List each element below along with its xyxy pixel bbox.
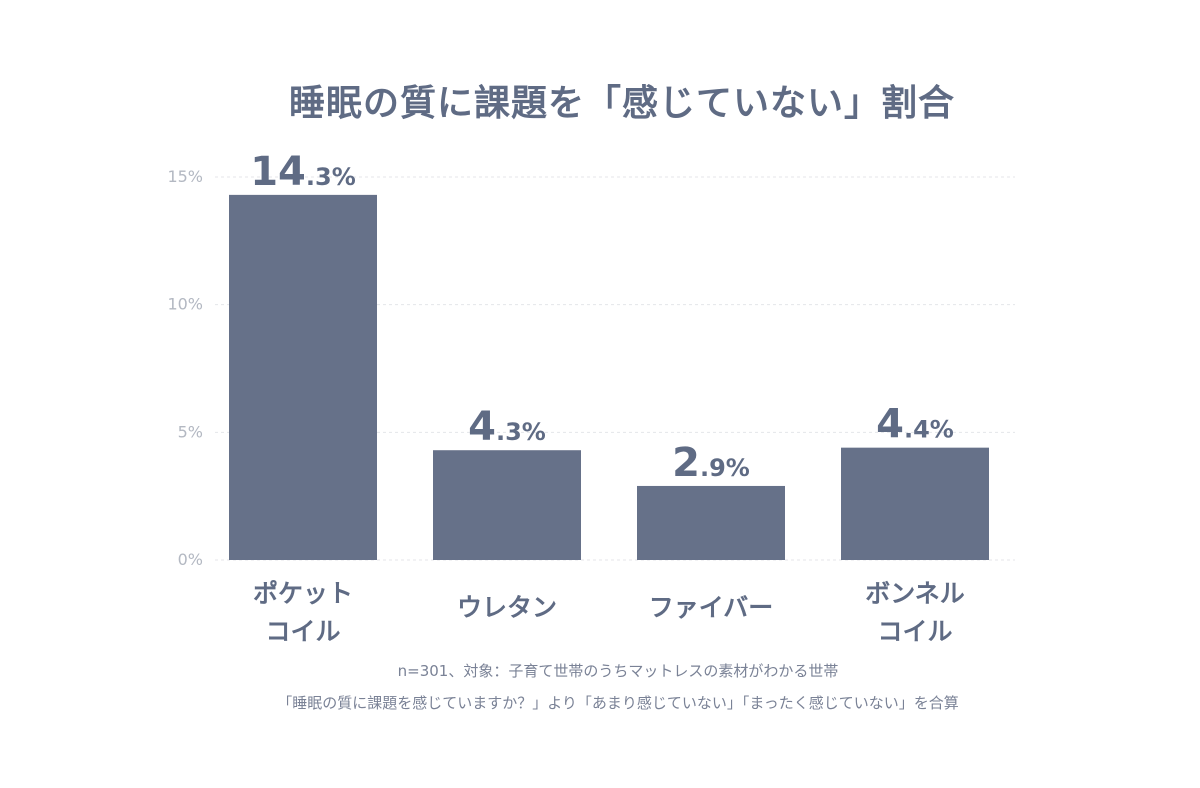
- data-label: 4.3%: [468, 404, 546, 450]
- bar: [637, 485, 785, 560]
- x-tick-label: コイル: [265, 617, 340, 646]
- y-tick-label: 5%: [178, 422, 203, 441]
- x-tick-label: ファイバー: [649, 593, 774, 622]
- x-tick-label: コイル: [877, 617, 952, 646]
- bar: [433, 450, 581, 560]
- sample-note: n=301、対象：子育て世帯のうちマットレスの素材がわかる世帯: [397, 662, 839, 680]
- bar: [229, 194, 377, 560]
- data-label: 14.3%: [250, 149, 356, 195]
- data-label: 4.4%: [876, 402, 954, 448]
- bar: [841, 447, 989, 560]
- method-note: 「睡眠の質に課題を感じていますか？」より「あまり感じていない」「まったく感じてい…: [277, 694, 959, 712]
- x-tick-label: ボンネル: [865, 579, 965, 608]
- chart-title: 睡眠の質に課題を「感じていない」割合: [288, 83, 955, 124]
- data-label: 2.9%: [672, 440, 750, 486]
- y-tick-label: 10%: [167, 295, 203, 314]
- y-tick-label: 15%: [167, 167, 203, 186]
- x-tick-label: ウレタン: [457, 593, 557, 622]
- x-tick-label: ポケット: [253, 579, 353, 608]
- y-tick-label: 0%: [178, 550, 203, 569]
